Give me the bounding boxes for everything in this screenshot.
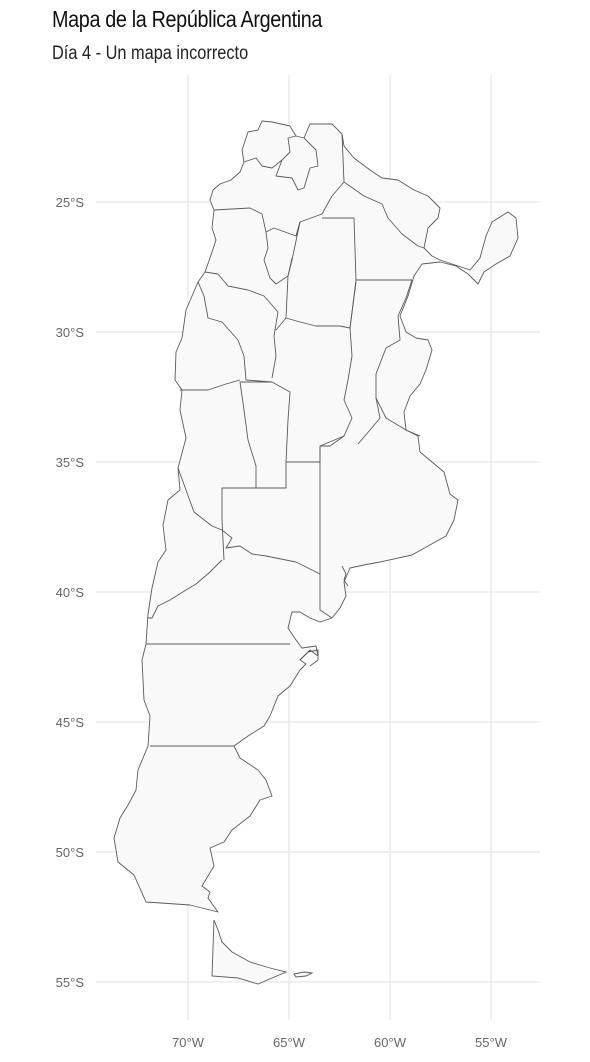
tierra-del-fuego <box>211 919 288 985</box>
tick-labels: 25°S 30°S 35°S 40°S 45°S 50°S 55°S 70°W 65°W 60°W… <box>56 195 508 1050</box>
bahia-blanca <box>341 565 349 587</box>
isla-de-los-estados <box>293 971 314 978</box>
y-tick-label: 55°S <box>56 975 85 990</box>
y-tick-label: 40°S <box>56 585 85 600</box>
x-tick-label: 65°W <box>273 1035 306 1050</box>
provinces <box>113 120 519 985</box>
peninsula-valdes <box>299 649 319 667</box>
province-borders <box>146 133 425 747</box>
x-tick-label: 60°W <box>374 1035 407 1050</box>
map-title: Mapa de la República Argentina <box>52 6 323 32</box>
mainland-outline <box>113 120 519 913</box>
y-tick-label: 25°S <box>56 195 85 210</box>
y-tick-label: 35°S <box>56 455 85 470</box>
x-tick-label: 55°W <box>475 1035 508 1050</box>
x-tick-label: 70°W <box>172 1035 205 1050</box>
y-tick-label: 50°S <box>56 845 85 860</box>
map-subtitle: Día 4 - Un mapa incorrecto <box>52 43 249 64</box>
y-tick-label: 30°S <box>56 325 85 340</box>
y-tick-label: 45°S <box>56 715 85 730</box>
